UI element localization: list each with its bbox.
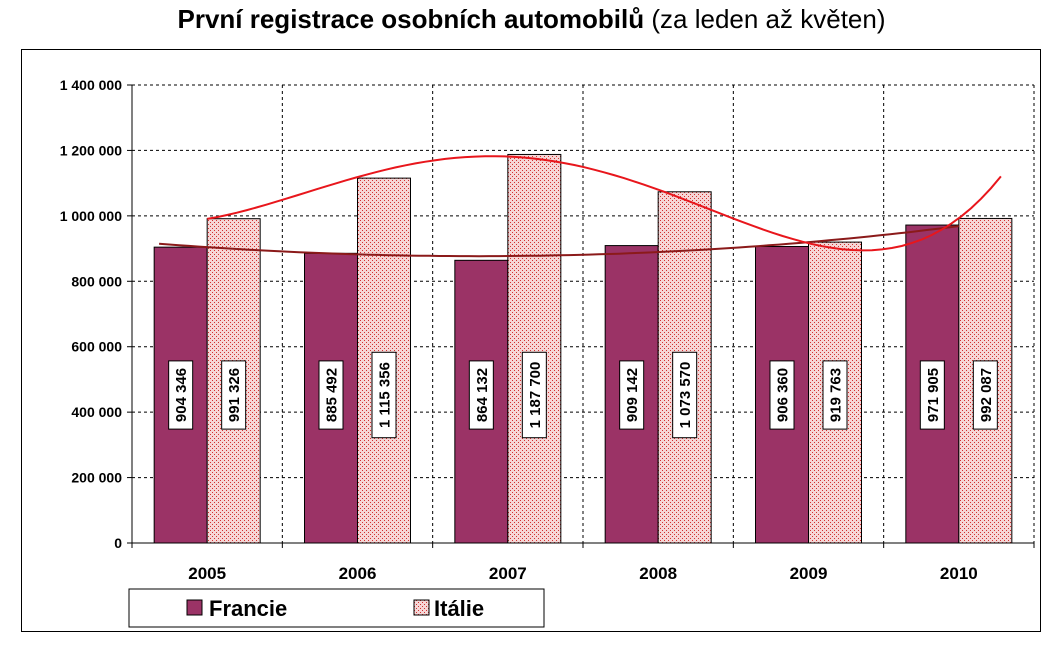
chart-title-main: První registrace osobních automobilů: [177, 4, 645, 34]
data-label-box: [468, 360, 494, 430]
chart-title: První registrace osobních automobilů (za…: [0, 4, 1063, 35]
data-label-francie: 909 142: [619, 360, 645, 430]
data-label-text: 1 115 356: [377, 362, 394, 428]
chart-title-sub: (za leden až květen): [651, 4, 886, 34]
legend-swatch-italie: [413, 599, 430, 616]
data-label-italie: 992 087: [972, 360, 998, 430]
legend-swatch-francie: [186, 599, 203, 616]
legend-label-italie: Itálie: [434, 596, 484, 621]
data-label-text: 1 187 700: [527, 362, 544, 429]
trendline-italie: [207, 155, 1002, 252]
y-tick-label: 800 000: [71, 273, 122, 289]
x-tick-label-2005: 2005: [188, 564, 226, 583]
data-label-francie: 885 492: [318, 360, 344, 430]
x-tick-label-2010: 2010: [940, 564, 978, 583]
data-label-italie: 1 115 356: [371, 351, 397, 439]
trendlines: [159, 155, 1002, 258]
x-tick-label-2006: 2006: [339, 564, 377, 583]
data-label-text: 909 142: [624, 368, 641, 422]
data-label-text: 1 073 570: [677, 362, 694, 429]
data-label-box: [769, 360, 795, 430]
data-label-francie: 864 132: [468, 360, 494, 430]
y-tick-label: 200 000: [71, 470, 122, 486]
data-label-text: 971 905: [925, 368, 942, 422]
gridlines: [132, 84, 1035, 543]
data-label-italie: 919 763: [822, 360, 848, 430]
data-label-box: [822, 360, 848, 430]
y-tick-label: 0: [114, 535, 122, 551]
x-tick-label-2009: 2009: [790, 564, 828, 583]
y-tick-label: 1 400 000: [60, 77, 122, 93]
data-label-box: [521, 351, 547, 439]
data-label-italie: 1 187 700: [521, 351, 547, 439]
data-label-box: [972, 360, 998, 430]
axes: 0 200 000 400 000 600 000 800 000 1 000 000 1 …: [60, 77, 1035, 583]
data-label-francie: 971 905: [919, 360, 945, 430]
data-label-box: [371, 351, 397, 439]
data-label-text: 992 087: [978, 368, 995, 422]
y-tick-label: 1 200 000: [60, 142, 122, 158]
data-label-text: 991 326: [226, 368, 243, 422]
data-label-text: 919 763: [828, 368, 845, 422]
data-label-text: 885 492: [324, 368, 341, 422]
trendline-francie: [159, 225, 959, 258]
x-tick-label-2008: 2008: [639, 564, 677, 583]
data-label-box: [919, 360, 945, 430]
y-tick-label: 1 000 000: [60, 208, 122, 224]
data-label-francie: 904 346: [168, 360, 194, 430]
legend-label-francie: Francie: [209, 596, 287, 621]
data-label-text: 904 346: [173, 368, 190, 422]
data-label-box: [672, 351, 698, 439]
data-labels: 904 346 991 326 885 492 1 115 356 864 132 1 1…: [168, 351, 998, 439]
data-label-text: 906 360: [775, 368, 792, 422]
data-label-text: 864 132: [474, 368, 491, 422]
data-label-italie: 1 073 570: [672, 351, 698, 439]
data-label-box: [168, 360, 194, 430]
bar-italie-2007: [507, 153, 562, 544]
data-label-box: [619, 360, 645, 430]
data-label-box: [318, 360, 344, 430]
legend-box: Francie Itálie: [128, 588, 545, 628]
x-tick-label-2007: 2007: [489, 564, 527, 583]
data-label-italie: 991 326: [221, 360, 247, 430]
data-label-box: [221, 360, 247, 430]
data-label-francie: 906 360: [769, 360, 795, 430]
legend: Francie Itálie: [128, 588, 545, 628]
y-tick-label: 600 000: [71, 339, 122, 355]
y-tick-label: 400 000: [71, 404, 122, 420]
